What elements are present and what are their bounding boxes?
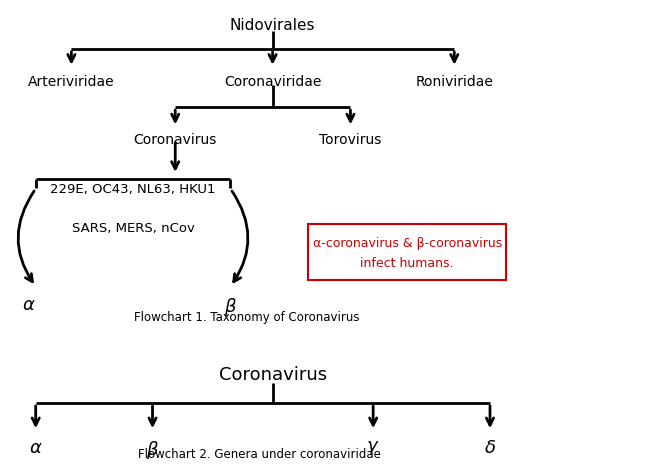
Text: $\alpha$: $\alpha$ xyxy=(23,296,36,314)
Text: $\alpha$: $\alpha$ xyxy=(29,439,42,457)
Text: Torovirus: Torovirus xyxy=(319,133,382,147)
Text: Nidovirales: Nidovirales xyxy=(230,18,315,33)
Text: $\beta$: $\beta$ xyxy=(224,296,237,318)
Text: Flowchart 2. Genera under coronaviridae: Flowchart 2. Genera under coronaviridae xyxy=(138,448,381,461)
Text: Coronaviridae: Coronaviridae xyxy=(224,75,321,89)
Text: $\delta$: $\delta$ xyxy=(484,439,496,457)
Text: infect humans.: infect humans. xyxy=(360,257,454,270)
Text: $\beta$: $\beta$ xyxy=(146,439,159,461)
Text: $\gamma$: $\gamma$ xyxy=(367,439,380,457)
Text: Arteriviridae: Arteriviridae xyxy=(28,75,115,89)
Text: Coronavirus: Coronavirus xyxy=(134,133,217,147)
Text: Roniviridae: Roniviridae xyxy=(415,75,493,89)
Text: Coronavirus: Coronavirus xyxy=(219,366,326,384)
Text: 229E, OC43, NL63, HKU1: 229E, OC43, NL63, HKU1 xyxy=(50,183,216,196)
FancyBboxPatch shape xyxy=(308,224,506,280)
Text: SARS, MERS, nCov: SARS, MERS, nCov xyxy=(71,222,195,235)
Text: Flowchart 1. Taxonomy of Coronavirus: Flowchart 1. Taxonomy of Coronavirus xyxy=(134,311,360,324)
Text: α-coronavirus & β-coronavirus: α-coronavirus & β-coronavirus xyxy=(313,237,502,250)
